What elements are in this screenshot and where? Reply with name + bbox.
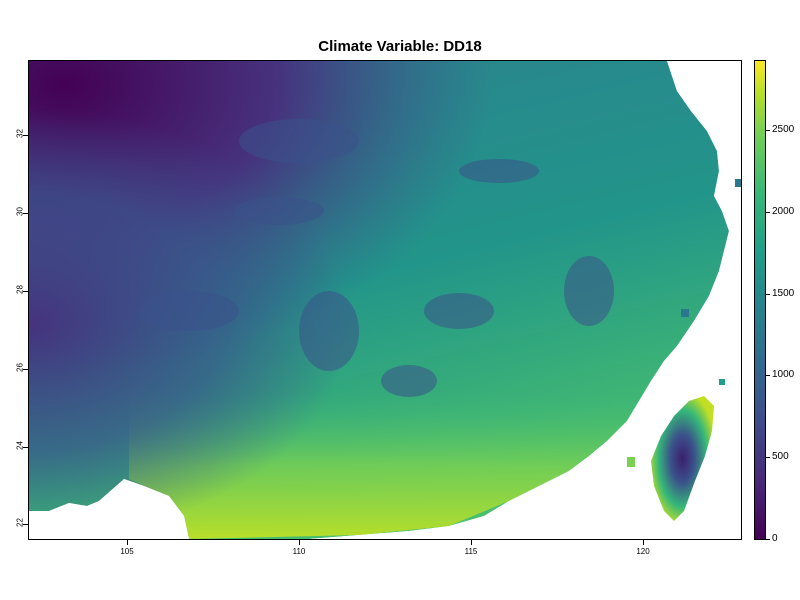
x-tick [471, 540, 472, 545]
legend-tick [766, 212, 770, 213]
x-tick-label: 110 [292, 547, 306, 556]
legend-tick [766, 130, 770, 131]
y-tick-label: 26 [15, 363, 25, 372]
y-tick [23, 524, 28, 525]
y-tick [23, 291, 28, 292]
legend-tick [766, 294, 770, 295]
legend-label: 0 [772, 533, 778, 544]
y-tick-label: 22 [15, 518, 25, 527]
raster-map [28, 60, 742, 540]
x-tick-label: 120 [636, 547, 650, 556]
legend-label: 1000 [772, 369, 795, 380]
y-tick-label: 28 [15, 285, 25, 294]
y-tick [23, 447, 28, 448]
legend-tick [766, 375, 770, 376]
y-tick-label: 30 [15, 207, 25, 216]
color-scale-legend [754, 60, 766, 540]
y-tick [23, 135, 28, 136]
map-title: Climate Variable: DD18 [318, 38, 482, 55]
legend-tick [766, 539, 770, 540]
legend-label: 500 [772, 451, 789, 462]
legend-label: 1500 [772, 288, 795, 299]
y-tick [23, 369, 28, 370]
x-tick [127, 540, 128, 545]
x-tick [299, 540, 300, 545]
y-tick-label: 32 [15, 129, 25, 138]
x-tick [643, 540, 644, 545]
y-tick [23, 213, 28, 214]
legend-label: 2000 [772, 206, 795, 217]
x-tick-label: 105 [120, 547, 134, 556]
legend-tick [766, 457, 770, 458]
x-tick-label: 115 [464, 547, 478, 556]
y-tick-label: 24 [15, 441, 25, 450]
legend-label: 2500 [772, 124, 795, 135]
